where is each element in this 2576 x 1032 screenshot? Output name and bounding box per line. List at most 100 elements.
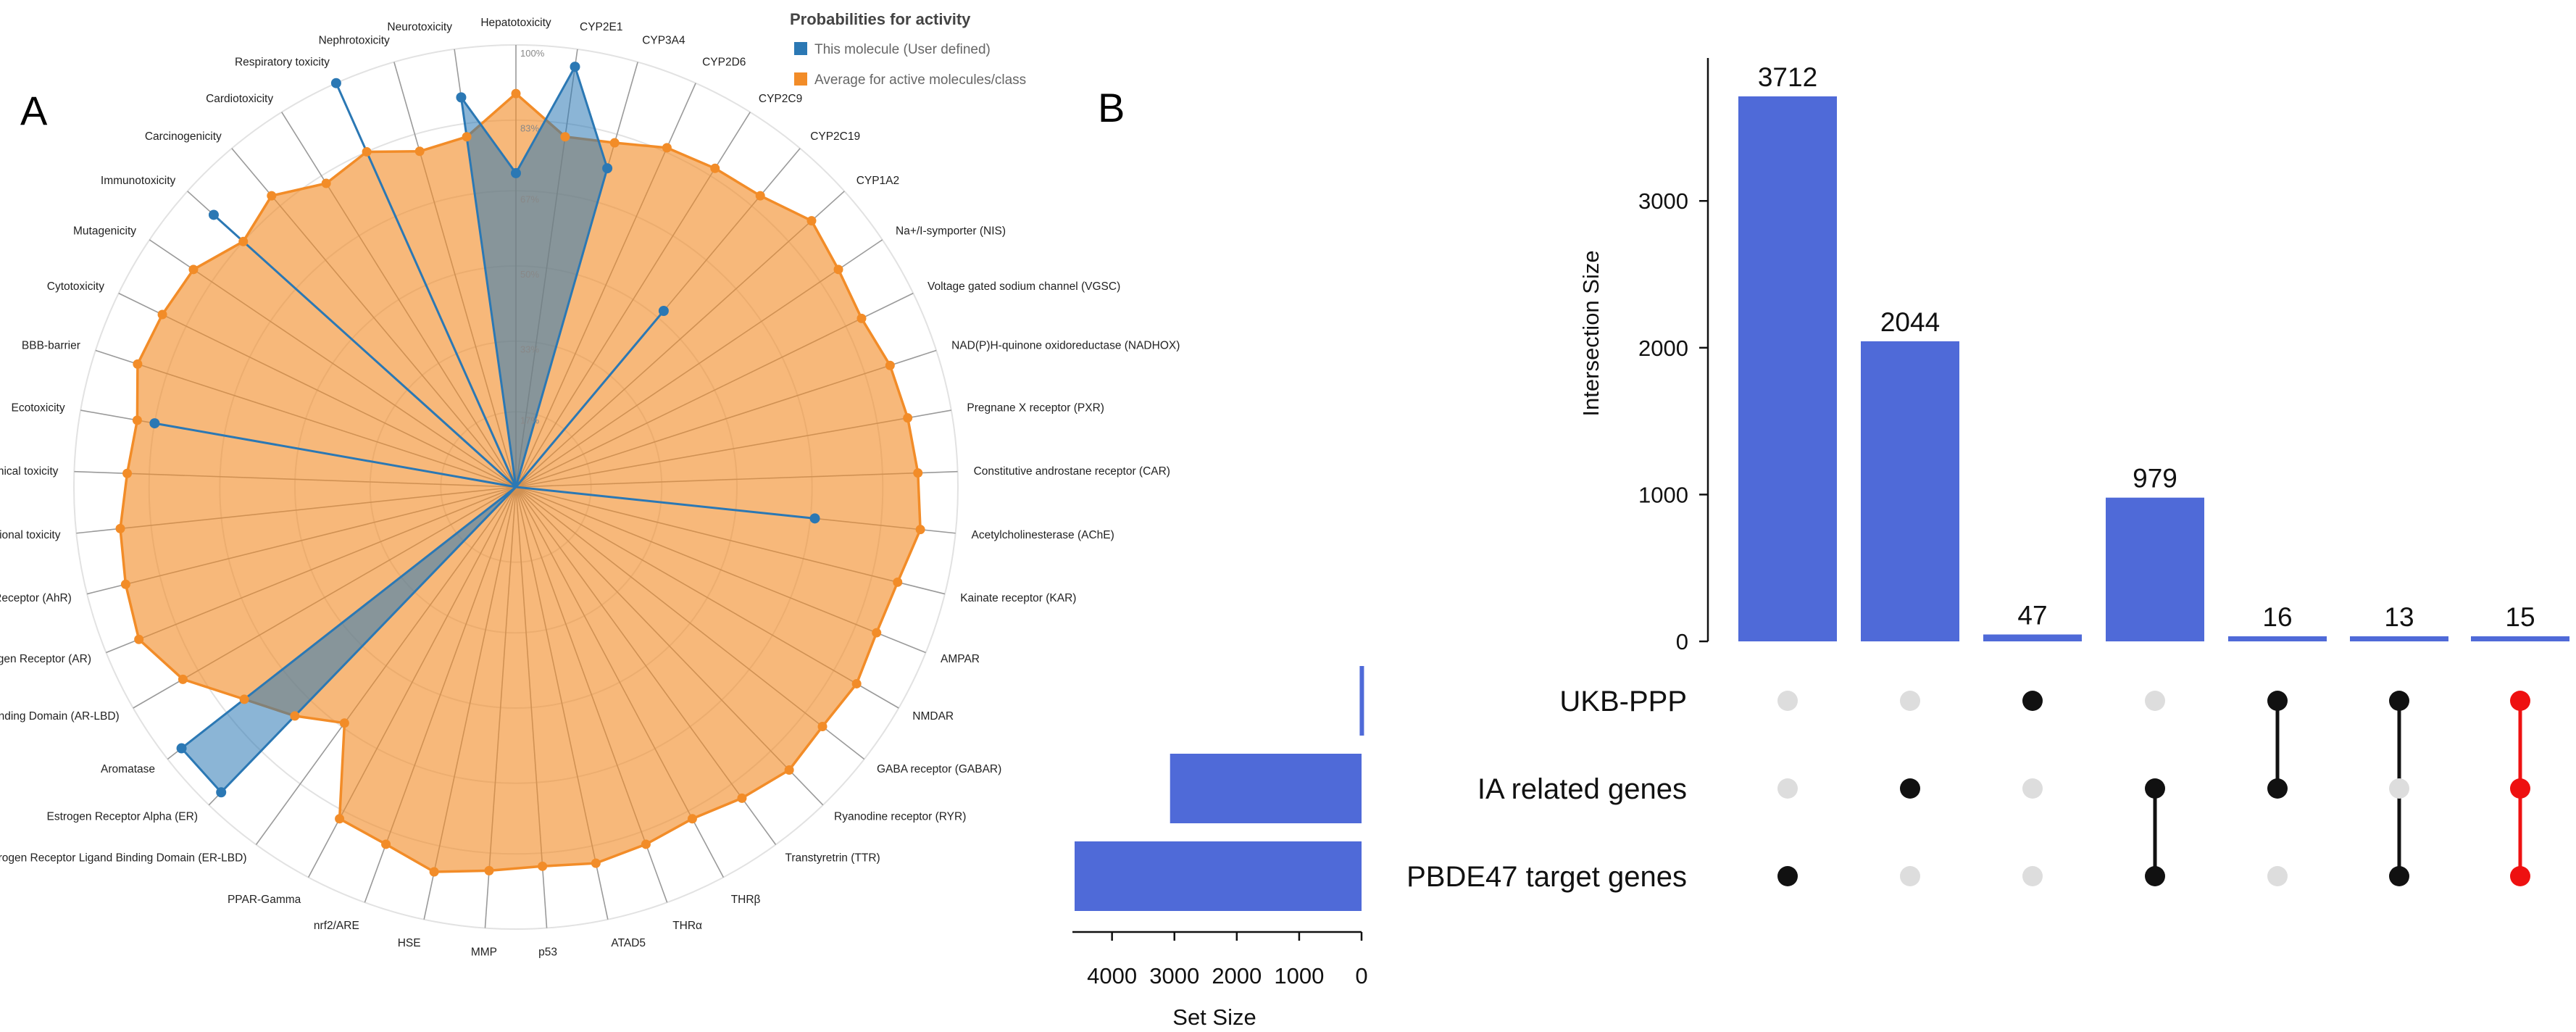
intersection-value-label: 47: [2017, 600, 2047, 630]
set-size-tick-label: 0: [1355, 963, 1367, 989]
matrix-dot-inactive: [1900, 866, 1920, 886]
legend-swatch: [794, 42, 807, 55]
matrix-dot-inactive: [2145, 691, 2165, 711]
legend-label: Average for active molecules/class: [814, 72, 1026, 88]
matrix-dot-active: [2145, 866, 2165, 886]
matrix-dot-inactive: [1900, 691, 1920, 711]
average-point: [662, 143, 672, 153]
ring-percent-label: 100%: [520, 48, 545, 59]
radar-category-label: Nephrotoxicity: [319, 35, 390, 47]
average-point: [132, 415, 142, 425]
matrix-dot-inactive: [2022, 866, 2043, 886]
radar-category-label: Neurotoxicity: [387, 21, 452, 33]
average-point: [335, 814, 345, 824]
radar-legend: Probabilities for activity This molecule …: [790, 10, 1026, 88]
average-point: [511, 88, 521, 99]
average-point: [157, 309, 167, 320]
average-point: [710, 163, 720, 173]
matrix-dot-active: [2389, 866, 2409, 886]
average-point: [115, 523, 125, 533]
radar-category-label: Aryl hydrocarbon Receptor (AhR): [0, 592, 72, 604]
average-point: [414, 146, 425, 157]
intersection-bar: [2350, 636, 2448, 641]
radar-category-label: Androgen Receptor Ligand Binding Domain …: [0, 710, 120, 723]
molecule-point: [176, 743, 187, 754]
set-size-bar: [1170, 754, 1362, 823]
radar-category-label: CYP2E1: [580, 21, 622, 33]
matrix-dot-inactive: [2022, 778, 2043, 799]
radar-category-label: MMP: [471, 946, 497, 959]
radar-category-label: NMDAR: [912, 710, 954, 723]
molecule-point: [809, 513, 820, 524]
average-point: [851, 678, 862, 688]
average-point: [339, 718, 349, 728]
radar-category-label: Aromatase: [101, 763, 155, 775]
ring-percent-label: 67%: [520, 194, 539, 204]
molecule-point: [149, 418, 160, 429]
average-point: [817, 721, 828, 731]
molecule-point: [602, 163, 613, 174]
ring-percent-label: 33%: [520, 344, 539, 355]
intersection-value-label: 16: [2262, 602, 2292, 632]
intersection-value-label: 979: [2133, 464, 2177, 494]
radar-category-label: AMPAR: [941, 653, 980, 665]
average-point: [806, 216, 817, 226]
matrix-dot-active: [2145, 778, 2165, 799]
panel-label-b: B: [1098, 85, 1125, 130]
radar-category-label: CYP3A4: [642, 35, 685, 47]
radar-category-label: THRβ: [731, 894, 761, 906]
average-point: [538, 861, 548, 871]
y-tick-label: 1000: [1638, 482, 1688, 507]
intersection-bar: [2228, 636, 2327, 641]
matrix-dot-active: [2389, 691, 2409, 711]
intersection-bar: [2106, 497, 2204, 641]
legend-title: Probabilities for activity: [790, 10, 971, 28]
molecule-point: [511, 167, 521, 178]
radar-category-label: Estrogen Receptor Ligand Binding Domain …: [0, 852, 247, 864]
radar-category-label: Pregnane X receptor (PXR): [967, 401, 1104, 414]
radar-category-label: Transtyretrin (TTR): [785, 852, 880, 864]
average-point: [429, 867, 439, 877]
matrix-dot-active: [2510, 866, 2530, 886]
average-point: [687, 814, 697, 824]
average-point: [833, 265, 843, 275]
radar-category-label: HSE: [398, 937, 421, 949]
average-point: [462, 132, 472, 142]
radar-category-label: Acetylcholinesterase (AChE): [972, 529, 1114, 541]
matrix-dot-inactive: [1777, 778, 1798, 799]
radar-category-label: THRα: [672, 920, 702, 932]
average-point: [784, 765, 794, 775]
intersection-value-label: 3712: [1758, 62, 1817, 92]
set-name-label: UKB-PPP: [1559, 686, 1687, 717]
average-point: [893, 577, 903, 587]
radar-category-label: Hepatotoxicity: [480, 17, 551, 29]
intersection-bar: [1738, 96, 1837, 641]
radar-category-label: CYP2C19: [810, 130, 860, 143]
matrix-dot-inactive: [2389, 778, 2409, 799]
radar-category-label: CYP1A2: [856, 175, 899, 187]
matrix-dot-active: [2267, 778, 2288, 799]
average-point: [915, 525, 925, 535]
average-point: [755, 191, 765, 201]
radar-category-label: Na+/I-symporter (NIS): [896, 225, 1006, 238]
set-size-tick-label: 4000: [1087, 963, 1137, 989]
matrix-dot-active: [2267, 691, 2288, 711]
average-point: [856, 313, 867, 323]
set-size-bar: [1359, 666, 1364, 736]
y-tick-label: 0: [1676, 629, 1688, 654]
radar-category-label: CYP2D6: [702, 57, 746, 69]
average-point: [641, 839, 651, 849]
radar-category-label: Respiratory toxicity: [235, 57, 330, 69]
average-point: [238, 236, 249, 246]
matrix-dot-inactive: [1777, 691, 1798, 711]
average-point: [134, 634, 144, 644]
y-axis-title: Intersection Size: [1578, 250, 1604, 416]
radar-category-label: Ecotoxicity: [12, 401, 65, 414]
molecule-point: [570, 62, 580, 72]
average-point: [913, 468, 923, 478]
average-point: [290, 711, 300, 721]
radar-category-label: Ryanodine receptor (RYR): [834, 811, 966, 823]
radar-category-label: PPAR-Gamma: [228, 894, 301, 906]
set-size-bar: [1075, 841, 1362, 911]
